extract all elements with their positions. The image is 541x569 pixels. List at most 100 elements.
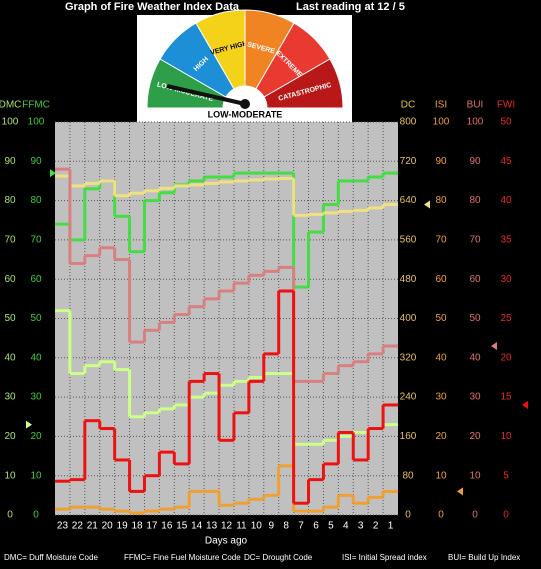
chart-title: Graph of Fire Weather Index Data xyxy=(65,1,240,13)
x-tick-label: 7 xyxy=(298,521,304,532)
y-tick-label: 320 xyxy=(400,352,417,363)
axis-header: DMC xyxy=(0,100,21,111)
gauge-segment xyxy=(195,9,246,90)
y-tick-label: 60 xyxy=(4,274,16,285)
x-tick-label: 5 xyxy=(328,521,334,532)
y-tick-label: 40 xyxy=(469,352,481,363)
y-tick-label: 80 xyxy=(435,195,447,206)
y-tick-label: 400 xyxy=(400,313,417,324)
y-tick-label: 70 xyxy=(4,235,16,246)
last-reading-marker xyxy=(522,400,528,409)
y-tick-label: 160 xyxy=(400,431,417,442)
gauge-segment xyxy=(244,9,295,90)
y-tick-label: 50 xyxy=(4,313,16,324)
x-axis-title: Days ago xyxy=(205,536,248,547)
axis-header: FFMC xyxy=(22,100,50,111)
y-tick-label: 30 xyxy=(500,274,512,285)
axis-header: FWI xyxy=(497,100,515,111)
x-tick-label: 13 xyxy=(206,521,218,532)
y-tick-label: 90 xyxy=(469,156,481,167)
last-reading-marker xyxy=(424,200,430,209)
x-tick-label: 14 xyxy=(191,521,203,532)
y-tick-label: 240 xyxy=(400,392,417,403)
y-tick-label: 70 xyxy=(435,235,447,246)
axis-header: BUI xyxy=(467,100,484,111)
y-tick-label: 10 xyxy=(435,470,447,481)
y-tick-label: 10 xyxy=(30,470,42,481)
x-tick-label: 12 xyxy=(221,521,233,532)
y-tick-label: 25 xyxy=(500,313,512,324)
gauge-needle xyxy=(166,84,246,106)
y-tick-label: 45 xyxy=(500,156,512,167)
y-tick-label: 90 xyxy=(4,156,16,167)
y-tick-label: 10 xyxy=(469,470,481,481)
y-tick-label: 5 xyxy=(503,470,509,481)
y-tick-label: 15 xyxy=(500,392,512,403)
y-tick-label: 480 xyxy=(400,274,417,285)
footnote: FFMC= Fine Fuel Moisture Code xyxy=(124,553,241,562)
gauge-segment xyxy=(255,22,331,98)
y-tick-label: 0 xyxy=(472,510,478,521)
x-tick-label: 6 xyxy=(313,521,319,532)
y-tick-label: 640 xyxy=(400,195,417,206)
y-tick-label: 0 xyxy=(7,510,13,521)
axis-header: DC xyxy=(401,100,415,111)
y-tick-label: 50 xyxy=(435,313,447,324)
y-tick-label: 90 xyxy=(30,156,42,167)
last-reading-marker xyxy=(50,169,56,178)
y-tick-label: 20 xyxy=(500,352,512,363)
y-tick-label: 70 xyxy=(469,235,481,246)
x-tick-label: 22 xyxy=(72,521,84,532)
y-tick-label: 40 xyxy=(30,352,42,363)
chart-subtitle: Last reading at 12 / 5 xyxy=(296,1,405,13)
y-tick-label: 100 xyxy=(433,117,450,128)
x-tick-label: 21 xyxy=(87,521,99,532)
x-tick-label: 16 xyxy=(161,521,173,532)
y-tick-label: 50 xyxy=(500,117,512,128)
last-reading-marker xyxy=(491,342,497,351)
y-tick-label: 30 xyxy=(435,392,447,403)
y-tick-label: 90 xyxy=(435,156,447,167)
y-tick-label: 60 xyxy=(435,274,447,285)
y-tick-label: 50 xyxy=(30,313,42,324)
y-tick-label: 80 xyxy=(402,470,414,481)
y-tick-label: 0 xyxy=(438,510,444,521)
y-tick-label: 20 xyxy=(30,431,42,442)
x-tick-label: 11 xyxy=(236,521,247,532)
x-tick-label: 17 xyxy=(146,521,158,532)
y-tick-label: 720 xyxy=(400,156,417,167)
x-tick-label: 4 xyxy=(343,521,349,532)
y-tick-label: 20 xyxy=(435,431,447,442)
footnote: BUI= Build Up Index xyxy=(448,553,520,562)
y-tick-label: 40 xyxy=(435,352,447,363)
y-tick-label: 100 xyxy=(467,117,484,128)
y-tick-label: 35 xyxy=(500,235,512,246)
x-tick-label: 18 xyxy=(131,521,143,532)
gauge-segment xyxy=(263,58,344,109)
y-tick-label: 70 xyxy=(30,235,42,246)
y-tick-label: 0 xyxy=(405,510,411,521)
footnote: ISI= Initial Spread index xyxy=(342,553,427,562)
y-tick-label: 50 xyxy=(469,313,481,324)
x-tick-label: 15 xyxy=(176,521,188,532)
x-tick-label: 10 xyxy=(251,521,263,532)
y-tick-label: 10 xyxy=(4,470,16,481)
y-tick-label: 80 xyxy=(4,195,16,206)
gauge-segment xyxy=(159,22,235,98)
y-tick-label: 100 xyxy=(2,117,19,128)
y-tick-label: 30 xyxy=(469,392,481,403)
x-tick-label: 23 xyxy=(57,521,69,532)
y-tick-label: 30 xyxy=(4,392,16,403)
y-tick-label: 60 xyxy=(469,274,481,285)
footnote: DMC= Duff Moisture Code xyxy=(4,553,98,562)
y-tick-label: 0 xyxy=(33,510,39,521)
y-tick-label: 80 xyxy=(469,195,481,206)
last-reading-marker xyxy=(457,487,463,496)
y-tick-label: 60 xyxy=(30,274,42,285)
x-tick-label: 20 xyxy=(102,521,114,532)
x-tick-label: 3 xyxy=(358,521,364,532)
y-tick-label: 10 xyxy=(500,431,512,442)
x-tick-label: 8 xyxy=(283,521,289,532)
y-tick-label: 20 xyxy=(469,431,481,442)
